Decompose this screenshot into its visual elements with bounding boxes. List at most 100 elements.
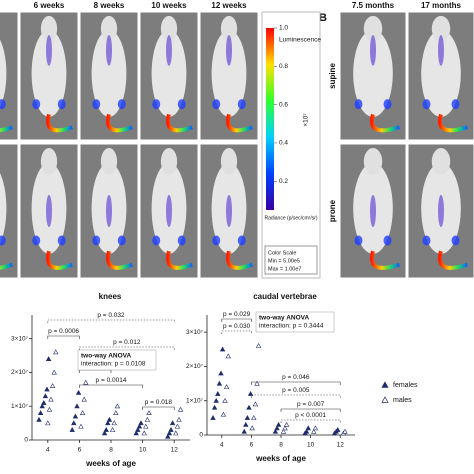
x-tick-label: 8 [109, 447, 113, 454]
bracket-label-bg [220, 311, 253, 318]
x-tick-label: 8 [279, 442, 283, 449]
data-point [141, 430, 147, 436]
significance-bracket [251, 394, 341, 398]
data-point [105, 420, 111, 426]
anova-title: two-way ANOVA [259, 315, 310, 322]
data-point [218, 370, 224, 376]
signal [226, 194, 232, 228]
significance-bracket [221, 330, 252, 334]
data-point [220, 411, 227, 417]
data-point [136, 423, 143, 429]
row-label: supine [328, 63, 337, 89]
signal [106, 194, 112, 228]
significance-bracket [142, 406, 175, 410]
image-panel [0, 11, 19, 141]
signal [166, 194, 172, 228]
scale-max: Max = 1.00e7 [268, 266, 301, 272]
data-point [247, 391, 254, 396]
data-point [169, 420, 176, 426]
signal [422, 99, 431, 110]
chart-title: knees [99, 292, 122, 301]
signal [422, 235, 431, 246]
signal [383, 99, 392, 110]
x-tick-label: 4 [46, 447, 50, 454]
colorbar-tick-label: 0.2 [279, 178, 288, 185]
column-label: 10 weeks [151, 1, 187, 10]
signal [0, 99, 6, 110]
data-point [249, 425, 255, 431]
data-point [113, 410, 119, 416]
data-point [44, 386, 50, 392]
bracket-label-bg [110, 339, 143, 346]
significance-bracket [79, 346, 175, 350]
signal [117, 99, 126, 110]
column-label: 6 weeks [34, 1, 65, 10]
bracket-label-bg [279, 374, 312, 381]
data-point [176, 416, 182, 422]
data-point [41, 400, 47, 405]
data-point [143, 423, 149, 429]
signal [57, 235, 66, 246]
bracket-label-bg [220, 323, 253, 330]
data-point [244, 415, 251, 420]
colorbar-label: Radiance (p/sec/cm²/sr) [264, 215, 317, 221]
data-point [222, 397, 228, 403]
bracket-label-bg [142, 399, 175, 406]
colorbar-unit: ×10⁷ [303, 113, 310, 127]
signal [117, 235, 126, 246]
bracket-label-bg [95, 312, 127, 319]
data-point [106, 416, 113, 422]
data-point [53, 349, 59, 355]
data-point [168, 427, 174, 432]
animal-head [40, 15, 58, 42]
data-point [177, 406, 184, 412]
animal-head [40, 148, 58, 175]
data-point [37, 410, 44, 416]
bracket-label-bg [95, 377, 127, 384]
data-point [46, 406, 53, 412]
data-point [111, 420, 117, 426]
signal [212, 99, 221, 110]
legend-label: females [393, 382, 418, 389]
colorbar-tick-label: 0.6 [279, 101, 288, 108]
signal [57, 99, 66, 110]
data-point [216, 380, 223, 386]
signal [46, 194, 52, 228]
data-point [213, 397, 219, 403]
animal-head [363, 15, 383, 42]
data-point [342, 428, 348, 434]
signal [226, 35, 232, 66]
scale-min: Min = 5.00e5 [268, 258, 300, 264]
signal [92, 99, 101, 110]
data-point [81, 396, 87, 402]
signal [237, 235, 246, 246]
y-tick-label: 2×10⁷ [11, 369, 29, 376]
bracket-label: p < 0.0001 [295, 412, 326, 419]
tail [106, 250, 133, 270]
data-point [254, 380, 260, 386]
data-point [280, 428, 287, 434]
significance-bracket [280, 408, 341, 412]
signal [237, 99, 246, 110]
data-point [144, 416, 151, 422]
y-tick-label: 3×10⁷ [186, 329, 204, 336]
tail [46, 113, 73, 133]
data-point [243, 421, 249, 427]
signal [354, 235, 363, 246]
data-point [69, 427, 75, 432]
data-point [48, 396, 54, 402]
x-tick-label: 12 [337, 442, 345, 449]
signal [152, 99, 161, 110]
animal-body [421, 29, 461, 117]
significance-bracket [79, 384, 143, 388]
animal-head [431, 15, 451, 42]
bracket-label: p = 0.0014 [96, 377, 127, 384]
data-point [274, 425, 280, 431]
colorbar-tick-label: 0.8 [279, 63, 288, 70]
data-point [39, 403, 45, 409]
x-axis-label: weeks of age [255, 454, 306, 463]
signal [166, 35, 172, 66]
animal-head [220, 15, 238, 42]
legend-marker [381, 396, 389, 403]
